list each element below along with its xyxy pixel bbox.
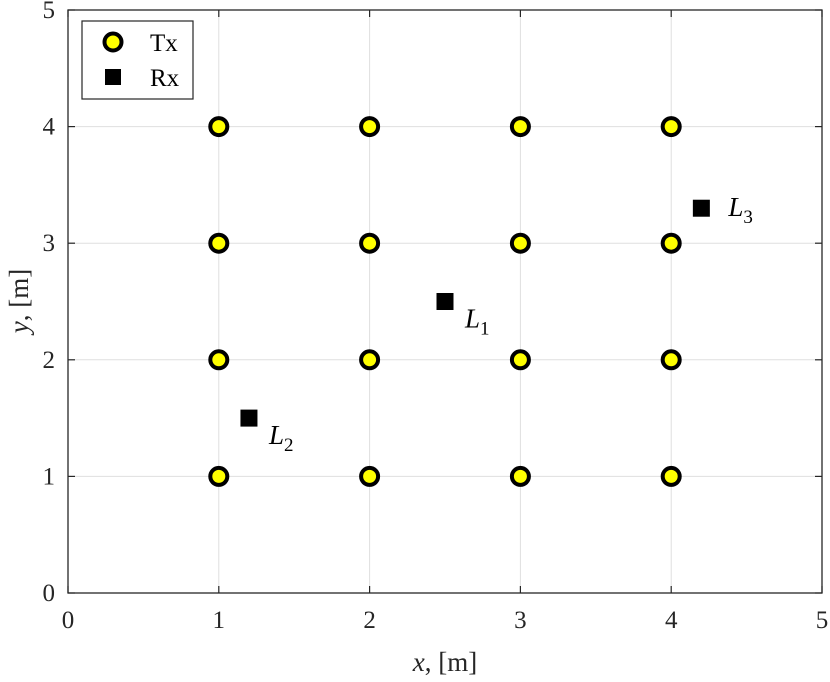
label-l3: L3 xyxy=(727,192,753,228)
marker-tx xyxy=(359,232,381,254)
legend-box xyxy=(81,20,194,100)
y-tick-label: 4 xyxy=(43,114,56,141)
ticks: 0 1 2 3 4 5 0 1 2 3 4 5 xyxy=(43,0,829,634)
marker-tx xyxy=(660,116,682,138)
marker-tx xyxy=(359,465,381,487)
marker-tx xyxy=(660,349,682,371)
marker-rx xyxy=(692,199,710,217)
marker-tx xyxy=(660,465,682,487)
legend-tx-label: Tx xyxy=(150,30,178,57)
y-tick-label: 0 xyxy=(43,580,56,607)
x-axis-label: x, [m] xyxy=(412,647,477,677)
legend-rx-label: Rx xyxy=(150,65,180,92)
marker-tx xyxy=(359,349,381,371)
point-annotations: L1 L2 L3 xyxy=(268,192,753,456)
marker-rx xyxy=(436,293,454,310)
y-tick-label: 3 xyxy=(43,230,56,257)
marker-tx xyxy=(509,116,531,138)
data-markers xyxy=(208,116,710,487)
legend-rx-marker xyxy=(105,69,121,85)
marker-rx xyxy=(240,409,258,427)
marker-tx xyxy=(359,116,381,138)
y-axis-label: y, [m] xyxy=(4,269,34,336)
y-tick-label: 5 xyxy=(43,0,56,24)
marker-tx xyxy=(509,232,531,254)
grid xyxy=(68,10,822,593)
marker-tx xyxy=(208,465,230,487)
marker-tx xyxy=(208,349,230,371)
x-tick-label: 2 xyxy=(363,607,376,634)
legend-tx-marker xyxy=(102,31,124,53)
marker-tx xyxy=(660,232,682,254)
x-tick-label: 5 xyxy=(816,607,829,634)
label-l1: L1 xyxy=(464,304,490,340)
marker-tx xyxy=(509,465,531,487)
y-tick-label: 2 xyxy=(43,347,56,374)
x-tick-label: 4 xyxy=(665,607,678,634)
marker-tx xyxy=(509,349,531,371)
x-tick-label: 1 xyxy=(213,607,226,634)
y-tick-label: 1 xyxy=(43,463,56,490)
marker-tx xyxy=(208,116,230,138)
axes-box xyxy=(67,9,823,594)
marker-tx xyxy=(208,232,230,254)
x-tick-label: 3 xyxy=(514,607,527,634)
label-l2: L2 xyxy=(268,420,294,456)
x-tick-label: 0 xyxy=(62,607,75,634)
legend: Tx Rx xyxy=(81,20,194,100)
